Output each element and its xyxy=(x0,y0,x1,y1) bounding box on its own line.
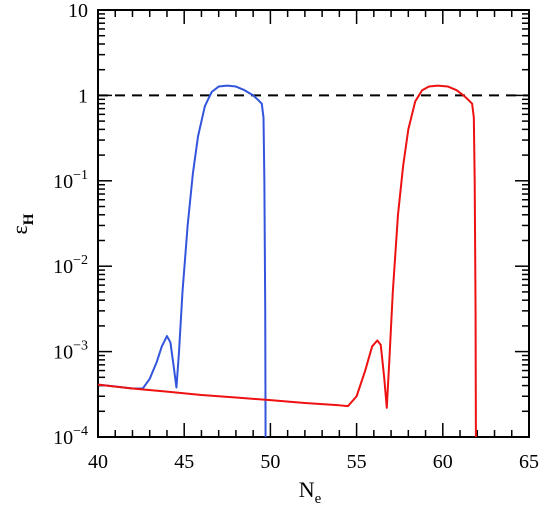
y-tick-label: 10−2 xyxy=(53,253,88,278)
y-tick-label: 10−3 xyxy=(53,339,88,364)
y-tick-label: 10−1 xyxy=(53,168,88,193)
x-tick-label: 45 xyxy=(174,451,194,473)
y-tick-labels: 10−4 10−3 10−2 10−1 1 10 xyxy=(53,0,88,449)
y-tick-label: 1 xyxy=(78,85,88,107)
series-line-2 xyxy=(97,84,477,438)
x-tick-label: 50 xyxy=(260,451,280,473)
x-axis-label: Ne xyxy=(299,477,322,507)
x-tick-label: 60 xyxy=(433,451,453,473)
x-tick-labels: 40 45 50 55 60 65 xyxy=(88,451,539,473)
x-tick-label: 40 xyxy=(88,451,108,473)
series-group xyxy=(97,84,477,438)
tick-marks xyxy=(97,9,530,438)
y-tick-label: 10−4 xyxy=(53,424,88,449)
y-tick-label: 10 xyxy=(68,0,88,22)
x-tick-label: 65 xyxy=(519,451,539,473)
x-tick-label: 55 xyxy=(347,451,367,473)
y-axis-label: εH xyxy=(7,213,37,234)
plot-frame xyxy=(97,9,530,438)
series-line-1 xyxy=(97,84,267,438)
